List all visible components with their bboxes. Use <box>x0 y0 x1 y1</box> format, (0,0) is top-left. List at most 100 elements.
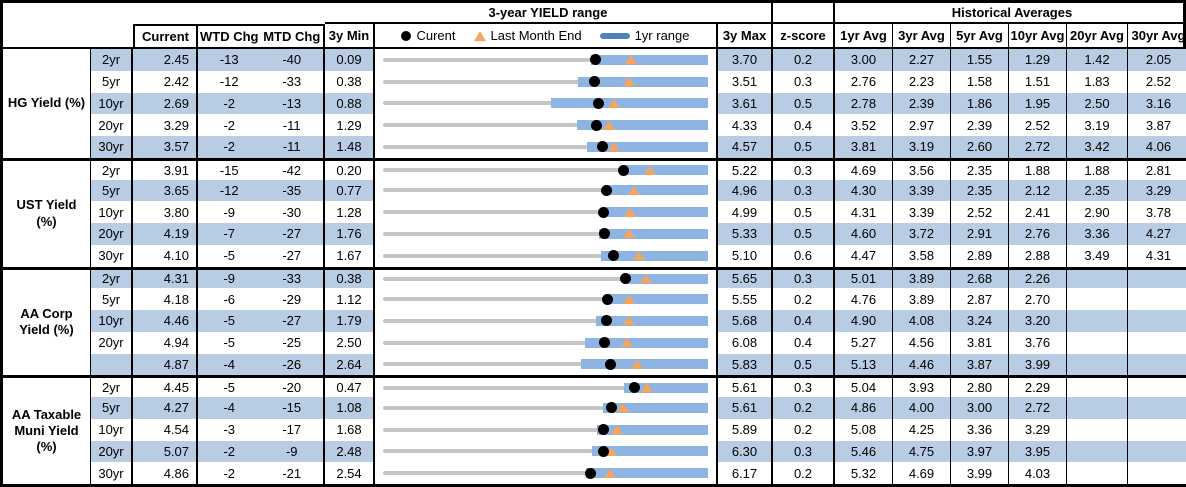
range-3y-line <box>383 385 708 390</box>
cell-avg-30yr-avg <box>1128 331 1186 354</box>
cell-3y-max: 5.22 <box>718 157 773 180</box>
cell-mtd-chg: -15 <box>282 400 302 416</box>
cell-avg-5yr-avg: 2.91 <box>951 223 1009 245</box>
cell-current: 3.91 <box>133 157 198 180</box>
last-month-end-marker <box>602 120 615 130</box>
cell-mtd-chg: -13 <box>282 95 302 111</box>
cell-zscore: 0.3 <box>773 157 835 180</box>
last-month-end-marker <box>630 359 643 369</box>
cell-zscore: 0.2 <box>773 418 835 441</box>
cell-avg-20yr-avg <box>1067 331 1128 354</box>
cell-mtd-chg: -26 <box>282 356 302 372</box>
range-3y-line <box>383 57 708 62</box>
range-1y-bar <box>621 165 708 176</box>
cell-wtd-chg: -12 <box>219 182 239 198</box>
cell-avg-5yr-avg: 2.39 <box>951 114 1009 136</box>
legend-last-month-end: Last Month End <box>473 28 582 43</box>
cell-chg: -4 -26 <box>198 353 325 376</box>
range-3y-line <box>383 123 708 128</box>
cell-3y-min: 2.54 <box>325 462 375 484</box>
cell-avg-10yr-avg: 3.76 <box>1009 331 1067 354</box>
cell-tenor: 2yr <box>91 266 133 289</box>
cell-avg-5yr-avg: 3.97 <box>951 440 1009 463</box>
cell-avg-1yr-avg: 4.76 <box>835 288 893 310</box>
cell-3y-min: 0.38 <box>325 266 375 289</box>
range-3y-line <box>383 362 708 367</box>
cell-avg-3yr-avg: 4.08 <box>893 310 951 332</box>
cell-zscore: 0.3 <box>773 266 835 289</box>
cell-3y-min: 1.12 <box>325 288 375 310</box>
current-dot <box>619 273 631 285</box>
cell-avg-30yr-avg: 4.31 <box>1128 244 1186 267</box>
cell-mtd-chg: -33 <box>282 74 302 90</box>
cell-current: 3.65 <box>133 179 198 202</box>
cell-zscore: 0.5 <box>773 353 835 376</box>
cell-3y-max: 3.61 <box>718 92 773 115</box>
cell-wtd-chg: -5 <box>223 313 236 329</box>
cell-chg: -12 -33 <box>198 70 325 93</box>
range-3y-line <box>383 253 708 258</box>
cell-wtd-chg: -4 <box>223 356 236 372</box>
cell-zscore: 0.4 <box>773 310 835 332</box>
yield-range-chart <box>375 375 718 397</box>
cell-avg-10yr-avg: 2.76 <box>1009 223 1067 245</box>
range-1y-bar <box>623 273 708 284</box>
cell-wtd-chg: -2 <box>223 139 236 155</box>
section-label: HG Yield (%) <box>3 49 91 158</box>
cell-avg-10yr-avg: 2.29 <box>1009 375 1067 397</box>
cell-wtd-chg: -6 <box>223 291 236 307</box>
cell-avg-30yr-avg <box>1128 418 1186 441</box>
cell-3y-max: 6.30 <box>718 440 773 463</box>
cell-tenor: 20yr <box>91 223 133 245</box>
section-label: UST Yield (%) <box>3 157 91 267</box>
cell-current: 4.31 <box>133 266 198 289</box>
current-dot <box>600 184 612 196</box>
cell-avg-3yr-avg: 2.39 <box>893 92 951 115</box>
last-month-end-marker <box>616 403 629 413</box>
cell-avg-20yr-avg: 1.42 <box>1067 49 1128 71</box>
cell-mtd-chg: -29 <box>282 291 302 307</box>
cell-avg-3yr-avg: 3.39 <box>893 179 951 202</box>
last-month-end-marker <box>641 383 654 393</box>
cell-3y-max: 5.83 <box>718 353 773 376</box>
cell-current: 4.10 <box>133 244 198 267</box>
cell-avg-1yr-avg: 4.69 <box>835 157 893 180</box>
cell-current: 4.54 <box>133 418 198 441</box>
cell-3y-min: 0.47 <box>325 375 375 397</box>
cell-zscore: 0.2 <box>773 49 835 71</box>
current-dot <box>606 402 618 414</box>
last-month-end-marker <box>621 338 634 348</box>
cell-mtd-chg: -27 <box>282 248 302 264</box>
cell-avg-1yr-avg: 3.81 <box>835 136 893 158</box>
cell-avg-1yr-avg: 3.00 <box>835 49 893 71</box>
current-dot <box>585 467 597 479</box>
cell-3y-max: 4.96 <box>718 179 773 202</box>
last-month-end-marker <box>603 468 616 478</box>
last-month-end-marker <box>627 185 640 195</box>
range-1y-bar <box>587 141 708 152</box>
yield-range-chart <box>375 114 718 136</box>
cell-avg-1yr-avg: 3.52 <box>835 114 893 136</box>
cell-avg-5yr-avg: 2.52 <box>951 201 1009 223</box>
cell-chg: -12 -35 <box>198 179 325 202</box>
cell-avg-20yr-avg: 2.90 <box>1067 201 1128 223</box>
cell-avg-20yr-avg <box>1067 266 1128 289</box>
cell-3y-min: 2.48 <box>325 440 375 463</box>
cell-wtd-chg: -2 <box>223 95 236 111</box>
cell-avg-10yr-avg: 2.72 <box>1009 136 1067 158</box>
range-1y-bar <box>602 207 708 218</box>
range-1y-bar <box>585 337 708 348</box>
col-header-3y-min: 3y Min <box>325 24 375 49</box>
cell-avg-10yr-avg: 4.03 <box>1009 462 1067 484</box>
cell-tenor: 10yr <box>91 418 133 441</box>
yield-range-chart <box>375 418 718 441</box>
cell-tenor: 30yr <box>91 136 133 158</box>
last-month-end-marker <box>622 316 635 326</box>
cell-3y-min: 1.67 <box>325 244 375 267</box>
cell-avg-20yr-avg: 1.88 <box>1067 157 1128 180</box>
cell-avg-3yr-avg: 4.46 <box>893 353 951 376</box>
yield-range-chart <box>375 331 718 354</box>
cell-avg-10yr-avg: 2.26 <box>1009 266 1067 289</box>
cell-3y-max: 5.61 <box>718 375 773 397</box>
cell-tenor <box>91 353 133 376</box>
